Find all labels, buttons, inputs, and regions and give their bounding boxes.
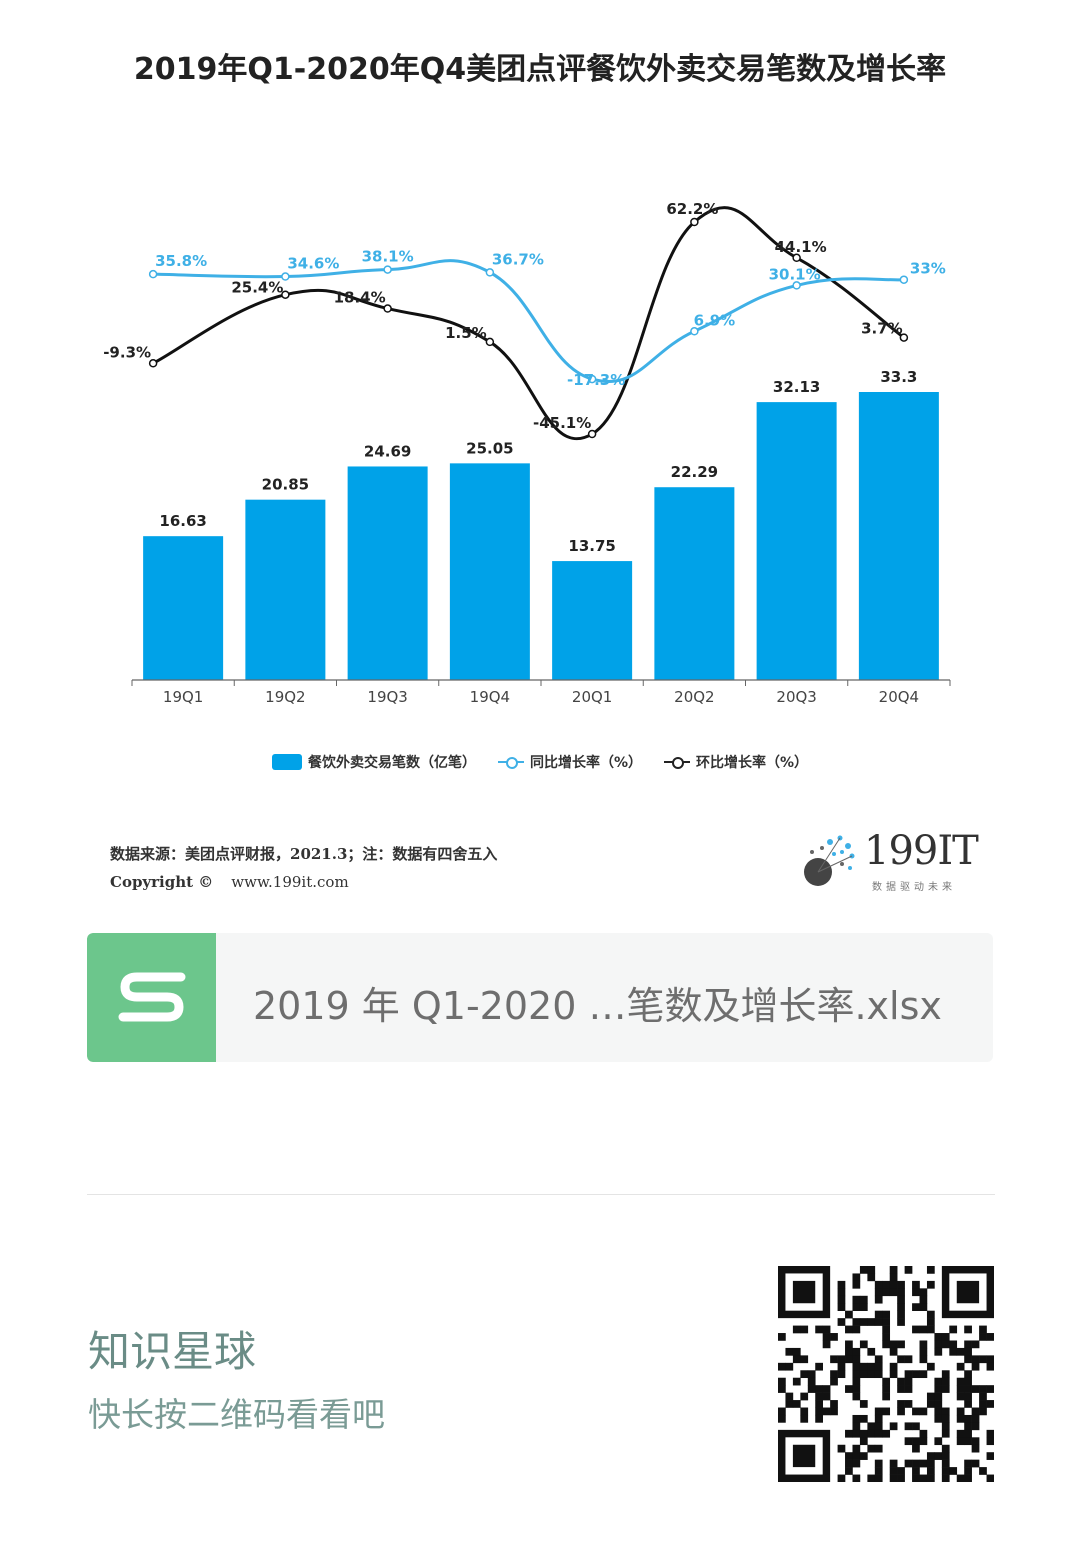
- x-tick-label-19Q3: 19Q3: [367, 688, 407, 706]
- qoq-point-20Q2: [690, 217, 699, 227]
- qoq-point-19Q2: [281, 290, 290, 299]
- yoy-label-20Q3: 30.1%: [769, 265, 821, 283]
- bar-label-20Q3: 32.13: [773, 378, 820, 396]
- qr-code-icon[interactable]: [778, 1266, 994, 1482]
- bar-20Q2: [654, 487, 735, 680]
- yoy-label-19Q4: 36.7%: [492, 250, 544, 268]
- x-tick-label-19Q2: 19Q2: [265, 688, 305, 706]
- bar-19Q2: [245, 499, 326, 680]
- bar-label-19Q1: 16.63: [159, 512, 206, 530]
- qoq-line: [152, 206, 905, 441]
- yoy-label-19Q2: 34.6%: [287, 255, 339, 273]
- x-tick-label-20Q2: 20Q2: [674, 688, 714, 706]
- legend-yoy-marker: [497, 754, 524, 770]
- bar-label-19Q4: 25.05: [466, 439, 513, 457]
- x-tick-label-19Q4: 19Q4: [470, 688, 510, 706]
- qoq-point-19Q3: [383, 304, 392, 313]
- legend-item-volume: 餐饮外卖交易笔数（亿笔）: [271, 752, 476, 772]
- attachment-filename: 2019 年 Q1-2020 …笔数及增长率.xlsx: [253, 984, 942, 1028]
- planet-subtitle: 快长按二维码看看吧: [88, 1395, 385, 1434]
- copyright-url: www.199it.com: [231, 873, 349, 891]
- yoy-point-20Q4: [899, 275, 909, 284]
- qoq-label-20Q4: 3.7%: [861, 320, 903, 338]
- qoq-label-19Q3: 18.4%: [334, 289, 386, 307]
- legend-qoq-marker: [664, 754, 690, 770]
- yoy-label-19Q3: 38.1%: [362, 248, 414, 266]
- x-tick-label-20Q3: 20Q3: [776, 688, 816, 706]
- chart-legend: 餐饮外卖交易笔数（亿笔） 同比增长率（%） 环比增长率（%）: [0, 752, 1080, 772]
- legend-bar-swatch: [271, 754, 302, 770]
- yoy-line: [153, 259, 904, 383]
- qoq-label-19Q1: -9.3%: [103, 343, 151, 361]
- yoy-point-20Q1: [587, 374, 597, 384]
- bar-label-20Q2: 22.29: [671, 463, 718, 481]
- yoy-point-19Q4: [485, 268, 495, 277]
- legend-item-yoy: 同比增长率（%）: [497, 752, 642, 772]
- bar-label-20Q1: 13.75: [568, 537, 615, 555]
- attachment-card[interactable]: 2019 年 Q1-2020 …笔数及增长率.xlsx: [87, 933, 993, 1062]
- legend-label-volume: 餐饮外卖交易笔数（亿笔）: [307, 755, 476, 771]
- bar-19Q4: [449, 463, 530, 680]
- bar-label-20Q4: 33.3: [880, 368, 917, 386]
- bar-20Q1: [552, 561, 633, 680]
- chart-title: 2019年Q1-2020年Q4美团点评餐饮外卖交易笔数及增长率: [133, 52, 947, 87]
- planet-title: 知识星球: [88, 1327, 257, 1376]
- brand-logo: 199IT 数据驱动未来: [796, 828, 986, 894]
- qoq-label-19Q4: 1.5%: [445, 324, 487, 342]
- qoq-point-20Q1: [587, 429, 597, 439]
- combo-chart: 16.63 20.85 24.69 25.05 13.75 22.29 32.13 33.3 1…: [103, 200, 951, 706]
- yoy-label-19Q1: 35.8%: [155, 252, 207, 270]
- yoy-label-20Q4: 33%: [910, 260, 946, 278]
- section-divider: [87, 1194, 995, 1195]
- dandelion-logo-icon: [804, 835, 855, 886]
- yoy-label-20Q2: 6.9%: [694, 311, 736, 329]
- legend-label-yoy: 同比增长率（%）: [529, 755, 642, 771]
- bar-label-19Q3: 24.69: [364, 442, 411, 460]
- yoy-label-20Q1: -17.3%: [567, 371, 625, 389]
- qoq-point-19Q4: [485, 337, 495, 347]
- yoy-point-20Q2: [690, 327, 699, 336]
- bar-20Q4: [858, 392, 939, 680]
- logo-wordmark: 199IT: [864, 828, 979, 874]
- yoy-point-20Q3: [792, 281, 801, 290]
- spreadsheet-file-icon: [87, 933, 216, 1062]
- legend-item-qoq: 环比增长率（%）: [664, 752, 808, 772]
- x-tick-label-19Q1: 19Q1: [163, 688, 203, 706]
- bar-19Q3: [347, 466, 428, 680]
- qoq-label-20Q3: 44.1%: [775, 238, 827, 256]
- qoq-point-19Q1: [148, 359, 158, 368]
- qoq-label-19Q2: 25.4%: [231, 279, 283, 297]
- logo-tagline: 数据驱动未来: [872, 882, 956, 893]
- bar-20Q3: [756, 402, 837, 680]
- yoy-point-19Q2: [281, 272, 290, 281]
- bar-label-19Q2: 20.85: [262, 476, 309, 494]
- x-tick-label-20Q1: 20Q1: [572, 688, 612, 706]
- legend-label-qoq: 环比增长率（%）: [696, 755, 809, 771]
- x-tick-label-20Q4: 20Q4: [879, 688, 919, 706]
- copyright-text: Copyright ©: [110, 873, 214, 891]
- source-line: 数据来源：美团点评财报，2021.3；注：数据有四舍五入: [110, 845, 498, 863]
- qoq-label-20Q2: 62.2%: [666, 200, 718, 218]
- qoq-point-20Q3: [792, 253, 801, 263]
- yoy-point-19Q1: [148, 269, 158, 279]
- qoq-label-20Q1: -45.1%: [533, 414, 591, 432]
- yoy-point-19Q3: [383, 265, 392, 274]
- copyright-line: Copyright © www.199it.com: [110, 868, 497, 896]
- source-note: 数据来源：美团点评财报，2021.3；注：数据有四舍五入 Copyright ©…: [110, 840, 497, 896]
- bar-19Q1: [143, 536, 224, 680]
- qoq-point-20Q4: [899, 333, 909, 342]
